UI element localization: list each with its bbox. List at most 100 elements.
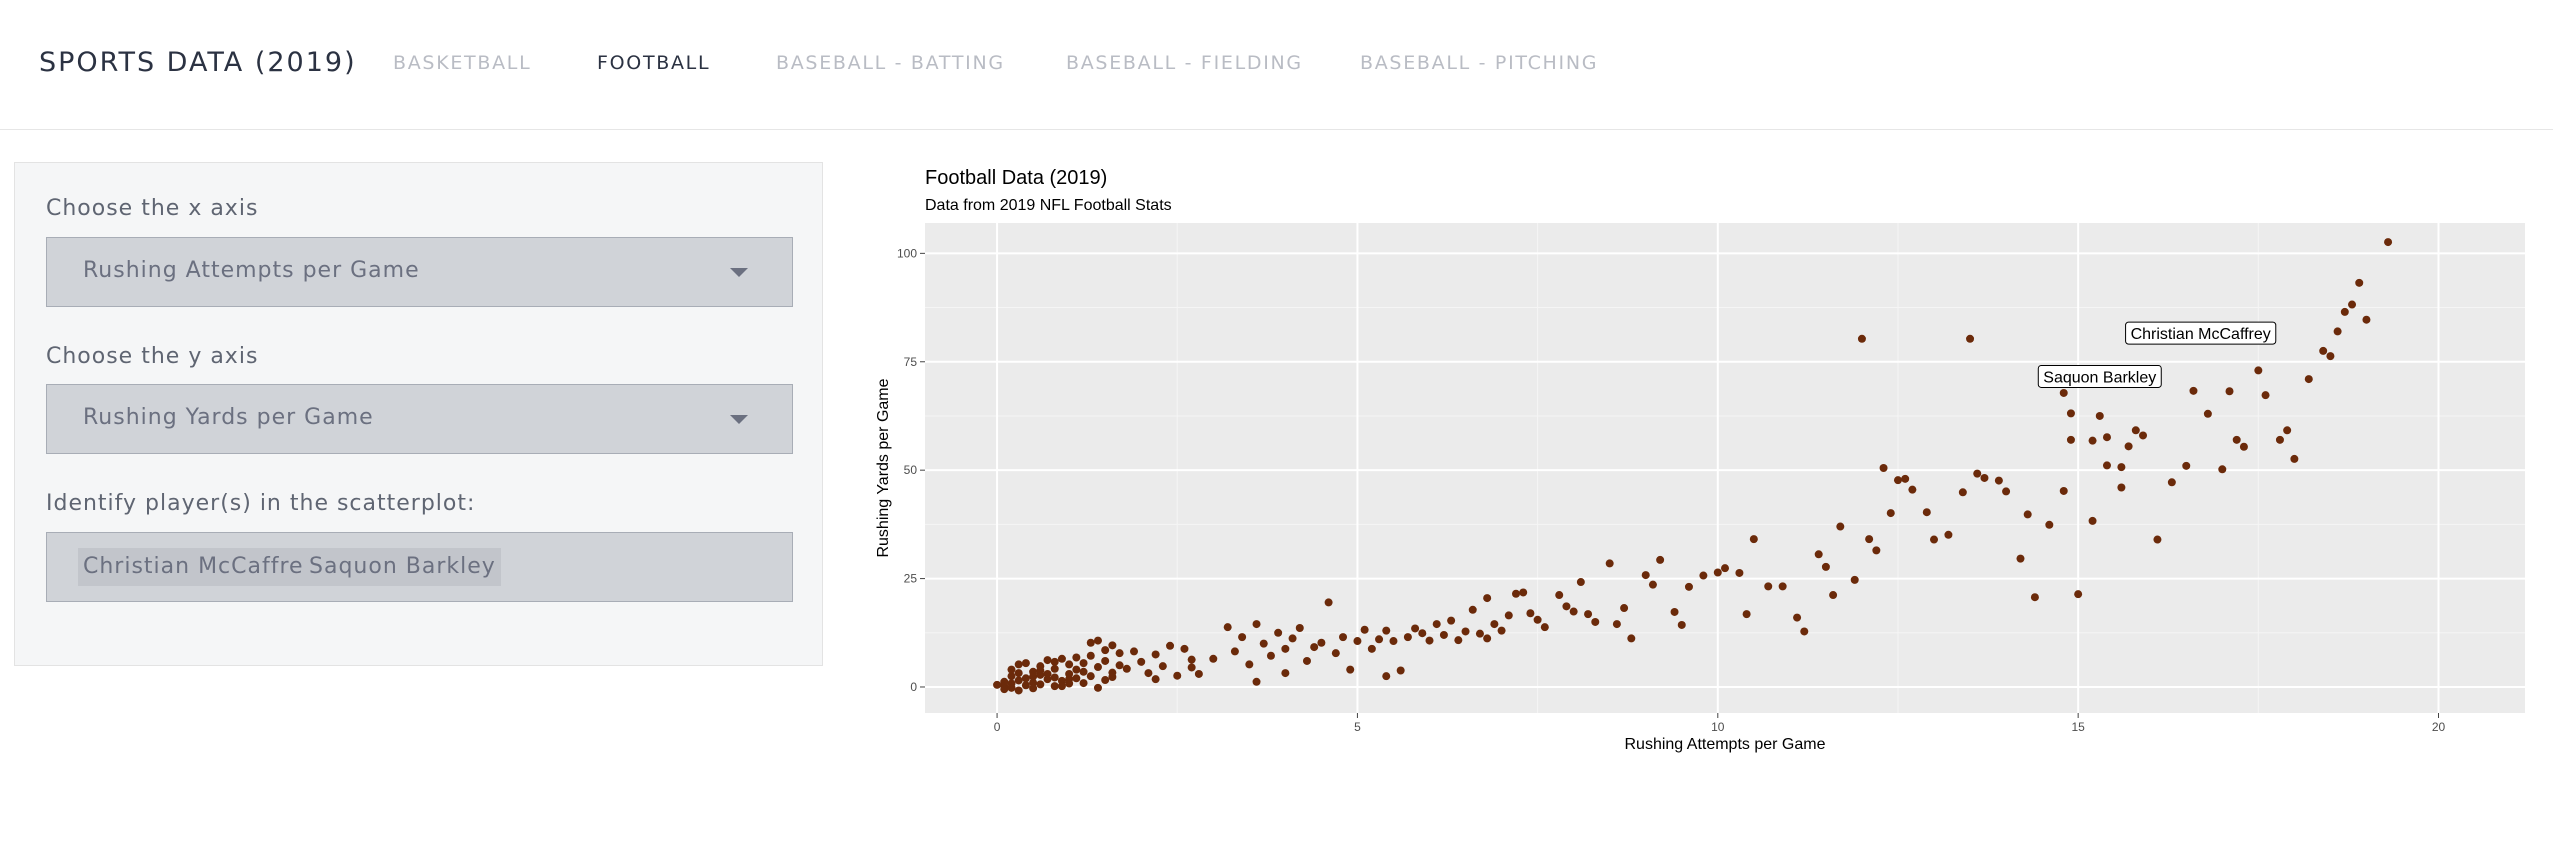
data-point [1252, 620, 1261, 629]
data-point [1252, 677, 1261, 686]
data-point [1641, 571, 1650, 580]
data-point [1382, 672, 1391, 681]
data-point [1072, 653, 1081, 662]
player-chip-mccaffrey[interactable]: Christian McCaffrey [78, 548, 323, 586]
player-annotation: Christian McCaffrey [2125, 321, 2277, 345]
data-point [2283, 426, 2292, 435]
y-axis-selected-value: Rushing Yards per Game [83, 405, 374, 430]
data-point [1562, 602, 1571, 611]
data-point [1620, 604, 1629, 613]
nav-baseball-pitching[interactable]: BASEBALL - PITCHING [1360, 52, 1599, 74]
chart-subtitle: Data from 2019 NFL Football Stats [925, 197, 1172, 214]
data-point [2016, 554, 2025, 563]
data-point [1086, 638, 1095, 647]
x-tick-label: 20 [2432, 720, 2446, 734]
x-axis-label: Choose the x axis [46, 196, 259, 221]
data-point [1591, 617, 1600, 626]
nav-baseball-fielding[interactable]: BASEBALL - FIELDING [1066, 52, 1303, 74]
grid-lines [925, 223, 2525, 713]
data-point [1800, 627, 1809, 636]
data-point [1403, 633, 1412, 642]
data-point [1504, 611, 1513, 620]
players-multiselect[interactable]: Christian McCaffrey Saquon Barkley [46, 532, 793, 602]
y-axis-label: Choose the y axis [46, 344, 259, 369]
data-point [1829, 591, 1838, 600]
data-point [2182, 461, 2191, 470]
data-point [2348, 300, 2357, 309]
data-point [1360, 625, 1369, 634]
data-point [1014, 686, 1023, 695]
data-point [1331, 649, 1340, 658]
data-point [1973, 469, 1982, 478]
data-point [1187, 663, 1196, 672]
data-point [2261, 391, 2270, 400]
data-point [1029, 672, 1038, 681]
axis-ticks: 0 5 10 15 20 0 25 50 75 100 [897, 246, 2446, 734]
data-point [1569, 607, 1578, 616]
data-point [1447, 616, 1456, 625]
data-point [1021, 659, 1030, 668]
data-point [1086, 651, 1095, 660]
data-point [1115, 649, 1124, 658]
chart-title: Football Data (2019) [925, 167, 1107, 189]
data-point [2030, 593, 2039, 602]
data-point [1418, 629, 1427, 638]
data-point [2384, 238, 2393, 247]
data-point [1194, 669, 1203, 678]
data-point [1764, 582, 1773, 591]
x-axis-selected-value: Rushing Attempts per Game [83, 258, 420, 283]
x-axis-select[interactable]: Rushing Attempts per Game [46, 237, 793, 307]
player-chip-barkley[interactable]: Saquon Barkley [304, 548, 501, 586]
y-tick-label: 75 [904, 355, 918, 369]
data-point [2102, 461, 2111, 470]
nav-basketball[interactable]: BASKETBALL [393, 52, 532, 74]
data-point [1180, 644, 1189, 653]
data-point [1908, 485, 1917, 494]
data-point [1612, 620, 1621, 629]
data-point [1057, 654, 1066, 663]
data-point [1872, 546, 1881, 555]
data-point [1627, 634, 1636, 643]
data-point [1576, 578, 1585, 587]
data-point [1893, 476, 1902, 485]
brand-title[interactable]: SPORTS DATA (2019) [39, 47, 357, 78]
data-point [2102, 433, 2111, 442]
scatterplot: Football Data (2019) Data from 2019 NFL … [875, 167, 2525, 753]
data-point [1101, 676, 1110, 685]
data-point [1130, 647, 1139, 656]
data-point [1043, 656, 1052, 665]
data-point [1209, 654, 1218, 663]
data-point [1375, 635, 1384, 644]
x-tick-label: 0 [994, 720, 1001, 734]
data-point [1187, 655, 1196, 664]
nav-baseball-batting[interactable]: BASEBALL - BATTING [776, 52, 1005, 74]
data-point [1483, 594, 1492, 603]
data-point [1295, 624, 1304, 633]
data-point [1605, 559, 1614, 568]
data-point [1230, 647, 1239, 656]
data-point [1065, 675, 1074, 684]
plot-panel [925, 223, 2525, 713]
y-tick-label: 25 [904, 572, 918, 586]
data-point [2225, 387, 2234, 396]
data-point [1223, 623, 1232, 632]
data-point [1879, 464, 1888, 472]
data-point [1778, 582, 1787, 591]
data-point [1288, 634, 1297, 643]
data-point [1302, 656, 1311, 665]
chevron-down-icon[interactable] [730, 268, 748, 277]
nav-football[interactable]: FOOTBALL [597, 52, 711, 74]
data-point [1281, 644, 1290, 653]
data-point [1944, 530, 1953, 539]
x-tick-label: 15 [2071, 720, 2085, 734]
data-point [1115, 661, 1124, 670]
data-point [2059, 388, 2068, 397]
data-point [1072, 674, 1081, 683]
data-point [2275, 435, 2284, 444]
data-point [1079, 659, 1088, 668]
data-point [1411, 624, 1420, 633]
player-annotation: Saquon Barkley [2037, 364, 2162, 388]
chevron-down-icon[interactable] [730, 415, 748, 424]
y-axis-select[interactable]: Rushing Yards per Game [46, 384, 793, 454]
data-point [1540, 623, 1549, 632]
